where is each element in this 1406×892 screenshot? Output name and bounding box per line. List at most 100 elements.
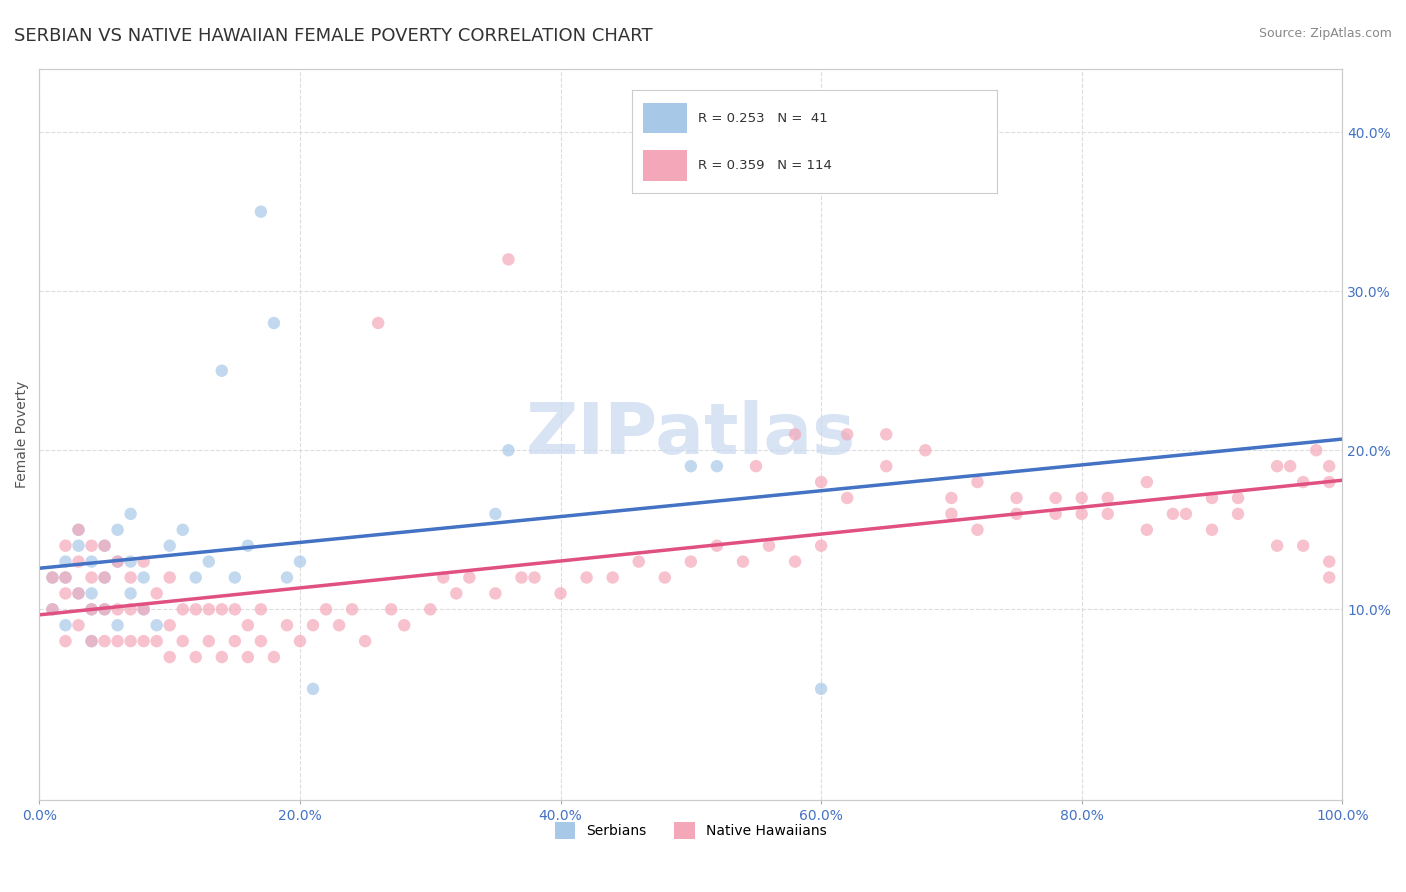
- Native Hawaiians: [224, 634, 246, 648]
- Serbians: [55, 555, 77, 569]
- Native Hawaiians: [354, 634, 377, 648]
- Native Hawaiians: [367, 316, 389, 330]
- Text: SERBIAN VS NATIVE HAWAIIAN FEMALE POVERTY CORRELATION CHART: SERBIAN VS NATIVE HAWAIIAN FEMALE POVERT…: [14, 27, 652, 45]
- Native Hawaiians: [132, 602, 155, 616]
- Native Hawaiians: [41, 602, 63, 616]
- Native Hawaiians: [498, 252, 520, 267]
- Native Hawaiians: [80, 634, 103, 648]
- Serbians: [41, 570, 63, 584]
- Serbians: [211, 364, 233, 378]
- Serbians: [302, 681, 325, 696]
- Native Hawaiians: [107, 602, 129, 616]
- Native Hawaiians: [93, 634, 115, 648]
- Native Hawaiians: [120, 602, 142, 616]
- Serbians: [107, 555, 129, 569]
- Native Hawaiians: [966, 475, 988, 489]
- Native Hawaiians: [484, 586, 506, 600]
- Serbians: [263, 316, 285, 330]
- Native Hawaiians: [1045, 507, 1067, 521]
- Serbians: [41, 602, 63, 616]
- Native Hawaiians: [236, 650, 259, 665]
- Serbians: [120, 586, 142, 600]
- Native Hawaiians: [288, 634, 311, 648]
- Legend: Serbians, Native Hawaiians: Serbians, Native Hawaiians: [548, 816, 832, 845]
- Native Hawaiians: [1317, 475, 1340, 489]
- Native Hawaiians: [731, 555, 754, 569]
- Native Hawaiians: [1317, 459, 1340, 474]
- Native Hawaiians: [1136, 523, 1159, 537]
- Native Hawaiians: [875, 427, 897, 442]
- Serbians: [484, 507, 506, 521]
- Native Hawaiians: [145, 634, 167, 648]
- Serbians: [679, 459, 702, 474]
- Native Hawaiians: [1317, 570, 1340, 584]
- Native Hawaiians: [93, 539, 115, 553]
- Native Hawaiians: [654, 570, 676, 584]
- Native Hawaiians: [837, 427, 859, 442]
- Native Hawaiians: [184, 602, 207, 616]
- Native Hawaiians: [1305, 443, 1327, 458]
- Text: ZIPatlas: ZIPatlas: [526, 400, 856, 469]
- Native Hawaiians: [837, 491, 859, 505]
- Serbians: [197, 555, 219, 569]
- Native Hawaiians: [1317, 555, 1340, 569]
- Native Hawaiians: [914, 443, 936, 458]
- Native Hawaiians: [67, 618, 90, 632]
- Native Hawaiians: [159, 650, 181, 665]
- Native Hawaiians: [783, 555, 806, 569]
- Native Hawaiians: [172, 634, 194, 648]
- Native Hawaiians: [340, 602, 363, 616]
- Native Hawaiians: [1005, 507, 1028, 521]
- Native Hawaiians: [550, 586, 572, 600]
- Native Hawaiians: [120, 570, 142, 584]
- Native Hawaiians: [810, 539, 832, 553]
- Native Hawaiians: [575, 570, 598, 584]
- Native Hawaiians: [1070, 507, 1092, 521]
- Serbians: [132, 602, 155, 616]
- Native Hawaiians: [392, 618, 415, 632]
- Native Hawaiians: [745, 459, 768, 474]
- Serbians: [120, 507, 142, 521]
- Native Hawaiians: [107, 555, 129, 569]
- Native Hawaiians: [419, 602, 441, 616]
- Native Hawaiians: [810, 475, 832, 489]
- Native Hawaiians: [302, 618, 325, 632]
- Native Hawaiians: [236, 618, 259, 632]
- Serbians: [810, 681, 832, 696]
- Native Hawaiians: [602, 570, 624, 584]
- Serbians: [132, 570, 155, 584]
- Native Hawaiians: [250, 602, 273, 616]
- Native Hawaiians: [380, 602, 402, 616]
- Serbians: [80, 634, 103, 648]
- Native Hawaiians: [1201, 491, 1223, 505]
- Native Hawaiians: [159, 570, 181, 584]
- Native Hawaiians: [783, 427, 806, 442]
- Native Hawaiians: [1265, 539, 1288, 553]
- Native Hawaiians: [1005, 491, 1028, 505]
- Native Hawaiians: [432, 570, 454, 584]
- Serbians: [498, 443, 520, 458]
- Native Hawaiians: [1097, 507, 1119, 521]
- Native Hawaiians: [523, 570, 546, 584]
- Serbians: [55, 570, 77, 584]
- Native Hawaiians: [120, 634, 142, 648]
- Native Hawaiians: [184, 650, 207, 665]
- Serbians: [107, 618, 129, 632]
- Serbians: [107, 523, 129, 537]
- Native Hawaiians: [1292, 539, 1315, 553]
- Serbians: [250, 204, 273, 219]
- Native Hawaiians: [446, 586, 468, 600]
- Native Hawaiians: [132, 634, 155, 648]
- Text: Source: ZipAtlas.com: Source: ZipAtlas.com: [1258, 27, 1392, 40]
- Serbians: [67, 539, 90, 553]
- Native Hawaiians: [1292, 475, 1315, 489]
- Serbians: [80, 555, 103, 569]
- Serbians: [67, 523, 90, 537]
- Native Hawaiians: [1279, 459, 1302, 474]
- Serbians: [172, 523, 194, 537]
- Native Hawaiians: [627, 555, 650, 569]
- Native Hawaiians: [510, 570, 533, 584]
- Native Hawaiians: [132, 555, 155, 569]
- Native Hawaiians: [55, 539, 77, 553]
- Serbians: [93, 539, 115, 553]
